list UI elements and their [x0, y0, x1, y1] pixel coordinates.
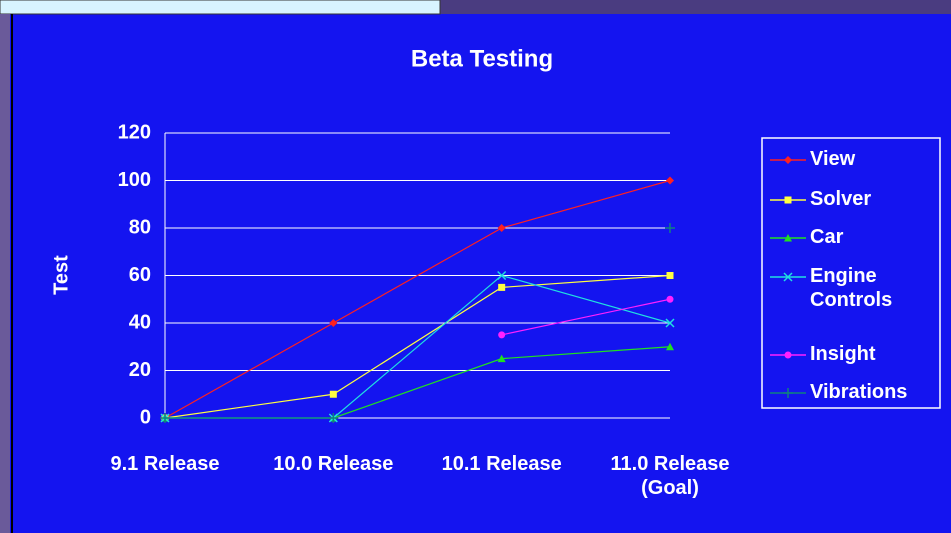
legend-label: Vibrations — [810, 381, 908, 403]
y-tick-label: 100 — [118, 169, 151, 191]
marker — [498, 331, 506, 339]
y-tick-label: 20 — [129, 359, 151, 381]
x-tick-label: 10.1 Release — [441, 453, 562, 475]
series-line — [164, 274, 671, 419]
y-axis-label: Test — [50, 255, 72, 295]
y-tick-label: 80 — [129, 216, 151, 238]
legend-label: Solver — [810, 188, 872, 210]
marker — [498, 283, 506, 291]
marker — [497, 354, 506, 363]
legend-marker — [783, 272, 793, 282]
top-box — [0, 0, 441, 15]
series-line — [501, 298, 671, 336]
marker — [666, 272, 674, 279]
x-tick-label: 11.0 Release (Goal) — [610, 453, 730, 499]
legend-box — [761, 137, 941, 409]
legend-marker — [784, 234, 792, 242]
chart-title: Beta Testing — [411, 45, 553, 72]
left-strip — [0, 14, 10, 533]
marker — [666, 295, 674, 303]
series-line — [164, 179, 671, 419]
legend-label: Insight — [810, 343, 876, 365]
series-line — [165, 274, 671, 419]
x-tick-label: 10.0 Release — [273, 453, 394, 475]
legend-marker — [784, 196, 792, 204]
y-tick-label: 40 — [129, 311, 151, 333]
y-tick-label: 0 — [140, 406, 151, 428]
marker — [666, 342, 674, 351]
legend-label: View — [810, 148, 856, 170]
marker — [497, 224, 506, 232]
y-tick-label: 120 — [118, 121, 151, 143]
y-tick-label: 60 — [129, 264, 151, 286]
legend-label: Engine Controls — [810, 265, 893, 311]
marker — [666, 176, 674, 185]
legend-marker — [784, 156, 792, 164]
marker — [665, 223, 675, 233]
x-tick-label: 9.1 Release — [110, 453, 220, 475]
marker — [329, 390, 337, 398]
legend-marker — [784, 351, 792, 359]
marker — [329, 319, 338, 327]
marker — [160, 413, 170, 423]
marker — [665, 318, 675, 328]
legend-label: Car — [810, 226, 844, 248]
top-strip — [440, 0, 951, 14]
marker — [497, 270, 507, 281]
marker — [328, 413, 339, 423]
legend-marker — [783, 388, 793, 398]
